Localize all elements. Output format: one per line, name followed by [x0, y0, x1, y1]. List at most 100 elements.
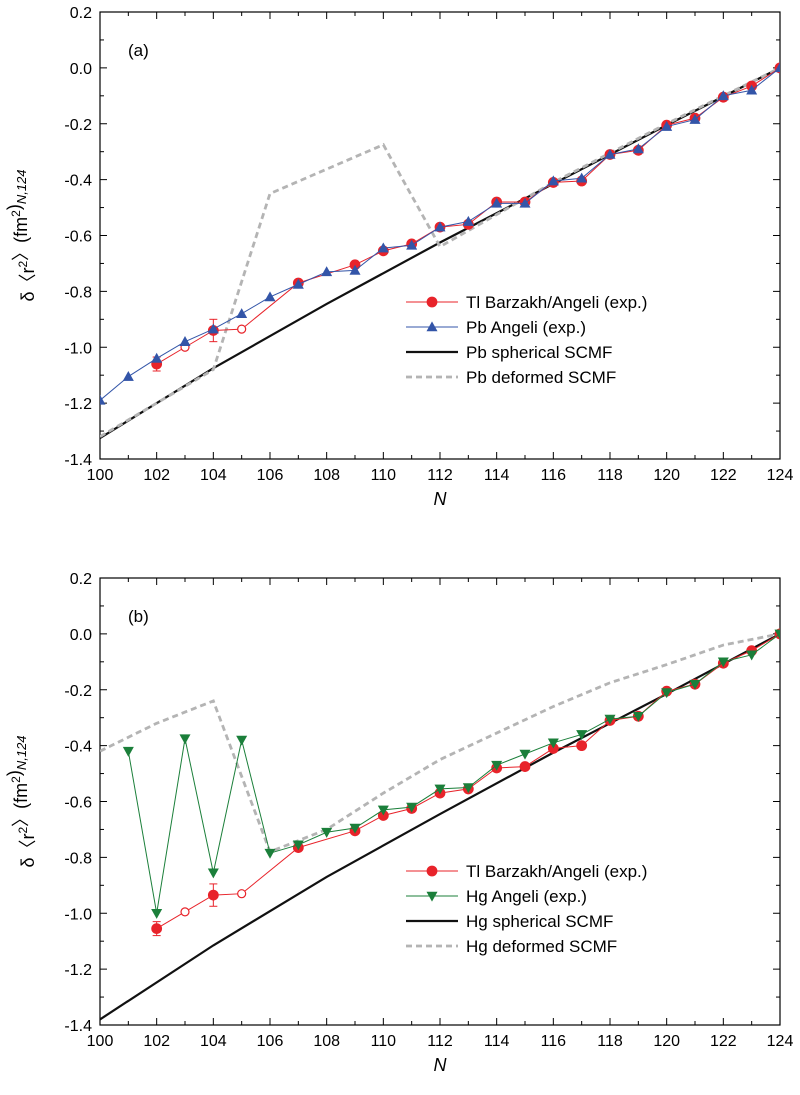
y-tick-label: -1.0 — [64, 906, 92, 923]
y-tick-label: -0.6 — [64, 795, 92, 812]
y-axis-label-part: 2 — [9, 210, 23, 217]
y-tick-label: 0.0 — [70, 61, 92, 78]
data-point — [100, 394, 106, 405]
data-point — [207, 323, 219, 334]
y-axis-label-part: 2 — [16, 827, 30, 834]
data-point — [519, 761, 531, 772]
data-point — [179, 336, 191, 346]
data-point — [661, 688, 673, 699]
data-point — [207, 889, 219, 901]
x-tick-label: 100 — [87, 1033, 114, 1050]
y-axis-label-part: N,124 — [14, 169, 29, 204]
legend-label: Hg deformed SCMF — [466, 937, 617, 956]
data-point — [122, 370, 134, 381]
x-tick-label: 120 — [653, 1033, 680, 1050]
data-point — [349, 823, 361, 834]
data-point — [349, 264, 361, 275]
x-tick-label: 108 — [313, 1033, 340, 1050]
data-point — [321, 266, 333, 277]
data-point — [377, 805, 389, 816]
x-tick-label: 100 — [87, 467, 114, 484]
data-point — [632, 711, 644, 722]
y-tick-label: -1.4 — [64, 452, 92, 469]
x-tick-label: 122 — [710, 467, 737, 484]
x-tick-label: 112 — [427, 467, 453, 484]
x-tick-label: 106 — [257, 1033, 284, 1050]
data-point — [547, 175, 559, 186]
y-axis-label-part: 〉(fm — [11, 783, 31, 827]
x-tick-label: 120 — [653, 467, 680, 484]
data-point — [207, 868, 219, 879]
y-tick-label: -1.4 — [64, 1018, 92, 1035]
y-axis-label-part: 〉(fm — [11, 217, 31, 261]
legend-marker — [426, 891, 438, 902]
data-point — [604, 148, 616, 159]
data-point — [519, 749, 531, 760]
plot-frame — [99, 577, 781, 1026]
data-point — [519, 197, 531, 208]
y-axis-label-part: δ〈r — [18, 834, 38, 868]
plot-frame — [99, 11, 781, 460]
series-line — [156, 633, 780, 930]
y-axis-label-part: δ〈r — [18, 268, 38, 302]
y-tick-label: 0.2 — [70, 571, 92, 588]
data-point — [237, 324, 247, 334]
legend-marker — [426, 321, 438, 332]
data-area — [100, 62, 780, 439]
data-point — [576, 730, 588, 741]
x-tick-label: 104 — [200, 1033, 227, 1050]
x-tick-label: 108 — [313, 467, 340, 484]
data-point — [151, 908, 163, 919]
x-tick-label: 124 — [767, 1033, 794, 1050]
chart-panel-2: 100 102 104 106 108 110 112 114 116 118 120 122 124 0… — [4, 571, 793, 1075]
series-4 — [100, 632, 780, 854]
legend-marker — [426, 296, 438, 308]
y-axis-label-part: 2 — [16, 261, 30, 268]
legend-label: Pb deformed SCMF — [466, 368, 616, 387]
data-point — [689, 113, 701, 124]
y-axis-label-part: ) — [4, 204, 24, 210]
data-point — [236, 735, 248, 746]
data-point — [604, 714, 616, 725]
y-axis-label-part: 2 — [9, 776, 23, 783]
x-tick-label: 116 — [541, 1033, 567, 1050]
series-4 — [100, 66, 780, 438]
series-line — [100, 67, 780, 401]
data-point — [321, 827, 333, 838]
x-axis-label: N — [434, 489, 448, 509]
y-tick-label: -1.2 — [64, 962, 92, 979]
x-tick-label: 110 — [371, 1033, 397, 1050]
legend: Tl Barzakh/Angeli (exp.) Pb Angeli (exp.)… — [406, 293, 647, 387]
x-tick-label: 122 — [710, 1033, 737, 1050]
data-point — [292, 278, 304, 289]
x-tick-label: 106 — [257, 467, 284, 484]
data-point — [180, 907, 190, 917]
x-tick-label: 118 — [597, 467, 623, 484]
x-tick-label: 116 — [541, 467, 567, 484]
y-tick-label: 0.0 — [70, 627, 92, 644]
data-point — [661, 120, 673, 131]
data-point — [292, 840, 304, 851]
data-point — [576, 172, 588, 183]
data-point — [717, 90, 729, 101]
x-tick-label: 114 — [484, 1033, 510, 1050]
legend-label: Hg Angeli (exp.) — [466, 887, 587, 906]
y-tick-label: -0.8 — [64, 284, 92, 301]
data-point — [547, 738, 559, 749]
series-line — [100, 632, 780, 1021]
data-point — [774, 62, 780, 73]
data-point — [237, 889, 247, 899]
x-tick-label: 110 — [371, 467, 397, 484]
legend-label: Tl Barzakh/Angeli (exp.) — [466, 862, 647, 881]
data-point — [151, 352, 163, 363]
y-axis-label: δ〈r2〉(fm2)N,124 — [4, 735, 38, 867]
data-point — [576, 740, 588, 752]
y-tick-label: -0.6 — [64, 229, 92, 246]
y-tick-label: -0.4 — [64, 173, 92, 190]
data-point — [179, 734, 191, 745]
x-tick-label: 124 — [767, 467, 794, 484]
y-tick-label: -1.2 — [64, 396, 92, 413]
x-tick-label: 104 — [200, 467, 227, 484]
data-point — [122, 746, 134, 757]
